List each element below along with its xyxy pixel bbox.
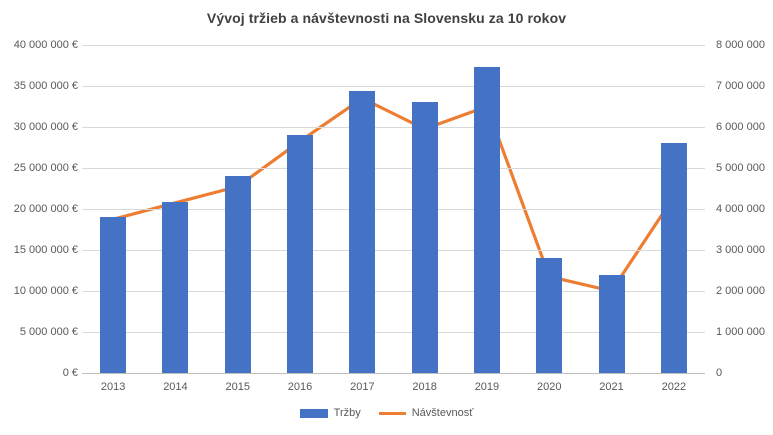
bar-2018 xyxy=(411,102,438,373)
chart-title: Vývoj tržieb a návštevnosti na Slovensku… xyxy=(206,10,567,26)
bar-2015 xyxy=(224,176,251,373)
right-axis-tick-label: 5 000 000 xyxy=(716,161,765,174)
left-axis-tick-label: 10 000 000 € xyxy=(13,284,78,297)
bar-2016 xyxy=(287,135,314,373)
x-axis-label-2016: 2016 xyxy=(287,381,313,393)
x-axis-label-2020: 2020 xyxy=(537,381,562,393)
bar-2017 xyxy=(349,90,376,373)
x-axis-line xyxy=(82,372,705,374)
legend-label-navstevnost: Návštevnosť xyxy=(411,407,474,419)
right-axis-tick-label: 1 000 000 xyxy=(716,325,765,338)
x-axis-label-2017: 2017 xyxy=(350,381,375,393)
bar-2013 xyxy=(100,217,127,373)
gridline xyxy=(82,44,705,46)
bar-2021 xyxy=(598,274,625,373)
gridline xyxy=(82,290,705,292)
left-axis-tick-label: 15 000 000 € xyxy=(13,243,78,256)
left-axis-tick-label: 40 000 000 € xyxy=(13,38,78,51)
x-axis-label-2014: 2014 xyxy=(163,381,188,393)
legend-item-navstevnost: Návštevnosť xyxy=(378,407,474,419)
visitors-line-path xyxy=(111,96,676,293)
gridline xyxy=(82,249,705,251)
gridline xyxy=(82,126,705,128)
visitors-line-series xyxy=(111,96,676,293)
legend-item-trzby: Tržby xyxy=(299,407,361,419)
gridline xyxy=(82,167,705,169)
line-series-swatch-icon xyxy=(378,411,406,415)
gridline xyxy=(82,208,705,210)
x-axis-label-2018: 2018 xyxy=(412,381,437,393)
right-axis-tick-label: 3 000 000 xyxy=(716,243,765,256)
gridline xyxy=(82,331,705,333)
right-axis-tick-label: 0 xyxy=(716,366,723,379)
legend-label-trzby: Tržby xyxy=(333,407,361,419)
left-axis-tick-label: 5 000 000 € xyxy=(19,325,78,338)
bar-series-swatch-icon xyxy=(299,408,328,418)
left-axis-tick-label: 0 € xyxy=(62,366,78,379)
right-axis-tick-label: 8 000 000 xyxy=(716,38,765,51)
x-axis-label-2021: 2021 xyxy=(599,381,624,393)
x-axis-label-2015: 2015 xyxy=(225,381,250,393)
left-axis-tick-label: 25 000 000 € xyxy=(13,161,78,174)
bar-2014 xyxy=(162,202,189,373)
left-axis-tick-label: 30 000 000 € xyxy=(13,120,78,133)
bar-2020 xyxy=(536,258,563,373)
left-axis-tick-label: 35 000 000 € xyxy=(13,79,78,92)
bar-2022 xyxy=(660,143,687,373)
right-axis-tick-label: 4 000 000 xyxy=(716,202,765,215)
x-axis-label-2022: 2022 xyxy=(661,381,687,393)
right-axis-tick-label: 6 000 000 xyxy=(716,120,765,133)
x-axis-label-2019: 2019 xyxy=(474,381,500,393)
gridline xyxy=(82,85,705,87)
bar-2019 xyxy=(473,67,500,373)
x-axis-label-2013: 2013 xyxy=(100,381,126,393)
legend: Tržby Návštevnosť xyxy=(0,407,773,419)
right-axis-tick-label: 7 000 000 xyxy=(716,79,765,92)
right-axis-tick-label: 2 000 000 xyxy=(716,284,765,297)
left-axis-tick-label: 20 000 000 € xyxy=(13,202,78,215)
